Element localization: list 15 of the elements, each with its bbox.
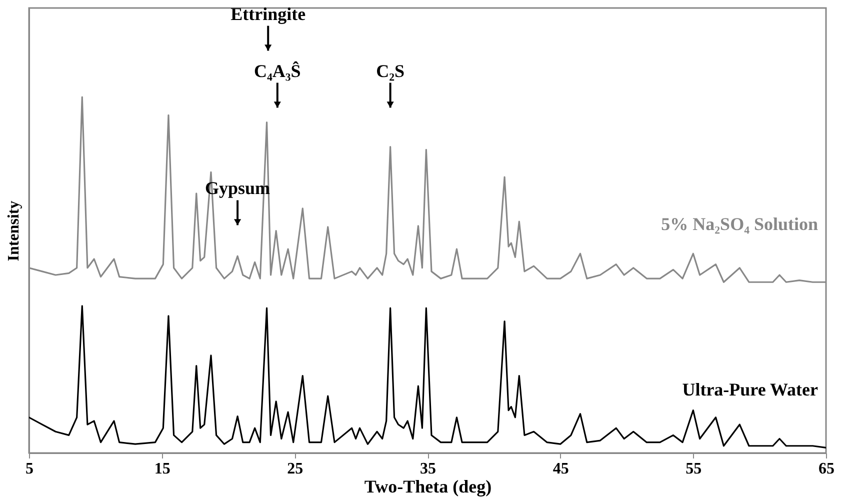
text: Ettringite xyxy=(230,4,306,24)
x-tick-label: 45 xyxy=(552,460,569,478)
annotation: Gypsum xyxy=(205,178,270,198)
x-tick-label: 35 xyxy=(420,460,436,478)
x-tick-label: 5 xyxy=(26,460,34,478)
x-axis-title: Two-Theta (deg) xyxy=(364,476,492,496)
y-axis-title: Intensity xyxy=(6,200,22,262)
text: C₄A₃Ŝ xyxy=(254,60,301,81)
x-tick-label: 55 xyxy=(686,460,702,478)
text: 5% Na₂SO₄ Solution xyxy=(661,214,818,234)
x-tick-label: 25 xyxy=(287,460,304,478)
x-tick-label: 15 xyxy=(154,460,170,478)
text: C₂S xyxy=(376,60,405,81)
x-tick-label: 65 xyxy=(818,460,834,478)
series-label: Ultra-Pure Water xyxy=(682,380,818,400)
